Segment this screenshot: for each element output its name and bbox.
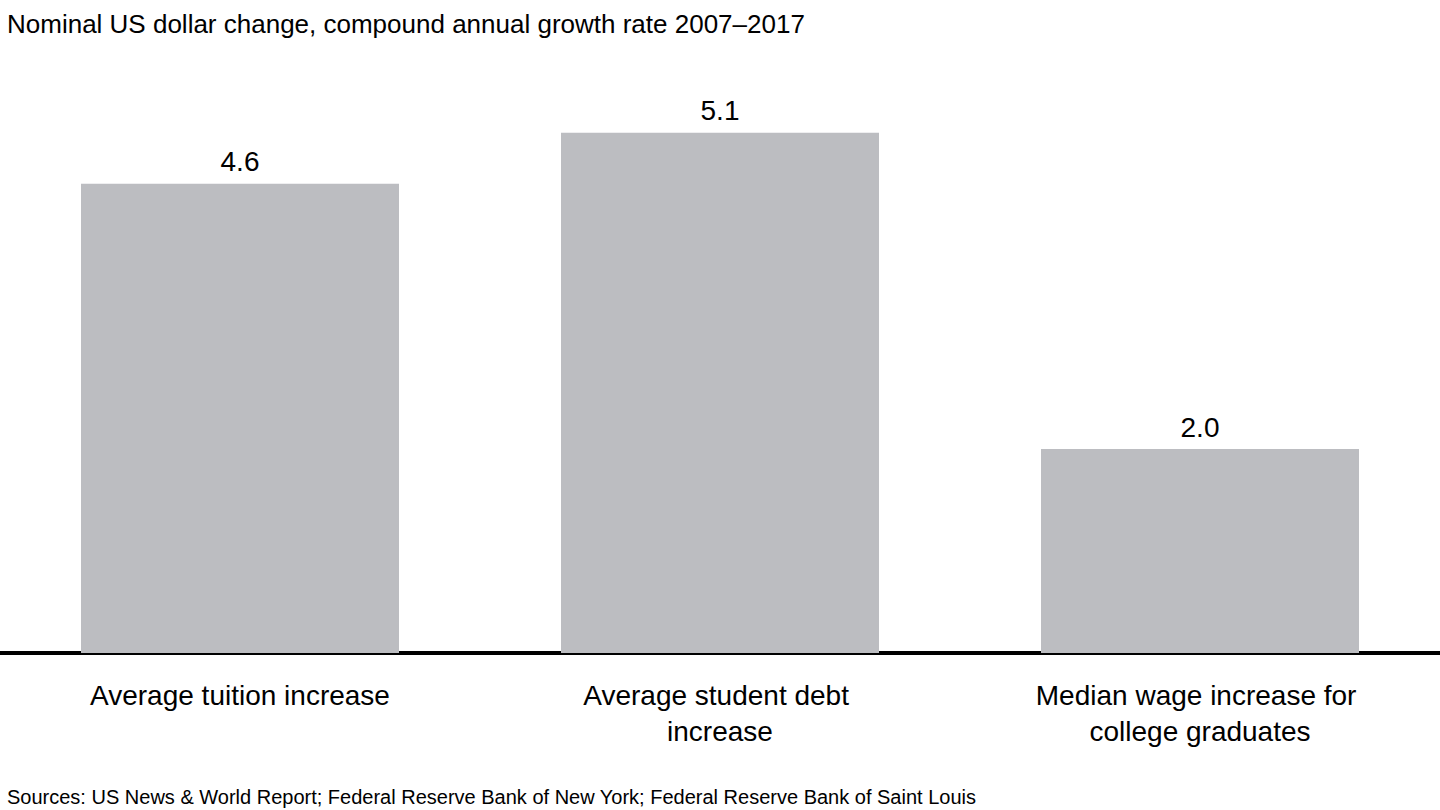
svg-text:Median wage increase for: Median wage increase for: [1036, 680, 1364, 711]
svg-text:5.1: 5.1: [701, 95, 740, 126]
svg-text:increase: increase: [667, 716, 773, 747]
svg-text:Average student debt: Average student debt: [583, 680, 856, 711]
svg-text:Average tuition increase: Average tuition increase: [90, 680, 390, 711]
svg-text:college graduates: college graduates: [1089, 716, 1310, 747]
svg-text:2.0: 2.0: [1181, 412, 1220, 443]
svg-text:Sources: US News & World Repor: Sources: US News & World Report; Federal…: [7, 786, 976, 808]
svg-text:Nominal US dollar change, comp: Nominal US dollar change, compound annua…: [7, 9, 805, 39]
svg-text:4.6: 4.6: [221, 146, 260, 177]
